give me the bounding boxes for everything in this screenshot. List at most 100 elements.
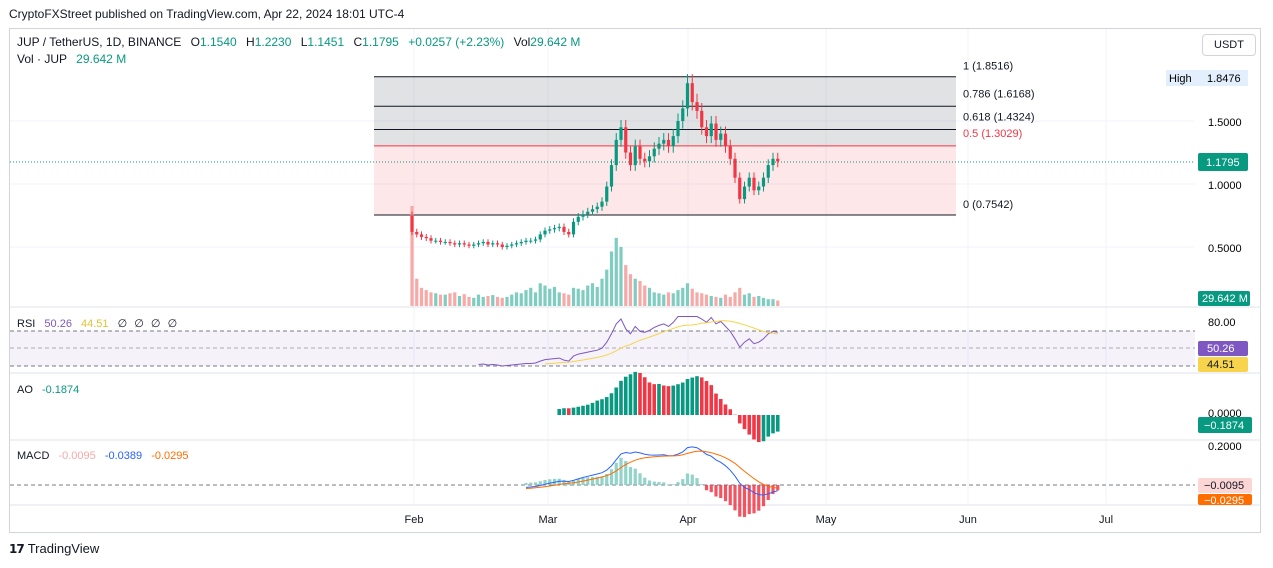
ao-bar <box>709 385 714 415</box>
ao-bar <box>775 415 780 432</box>
macd-hist-bar <box>538 481 542 485</box>
macd-hist-bar <box>633 468 637 485</box>
candle-body <box>567 231 571 235</box>
candle-body <box>590 209 595 212</box>
volume-bar <box>714 296 718 306</box>
candle-body <box>495 243 500 245</box>
candle-body <box>719 133 723 140</box>
candle-body <box>571 221 576 235</box>
volume-bar <box>562 293 566 306</box>
ao-bar <box>690 377 695 415</box>
candle-body <box>448 241 452 244</box>
ao-bar <box>671 385 676 415</box>
macd-hist-bar <box>766 485 770 500</box>
footer-brand[interactable]: 𝟭𝟳 TradingView <box>9 541 99 556</box>
volume-bar <box>747 293 751 306</box>
candle-body <box>415 231 419 235</box>
ao-badge <box>1198 417 1252 433</box>
volume-bar <box>628 274 633 306</box>
fib-level-label: 0.618 (1.4324) <box>963 112 1035 124</box>
x-axis: Feb Mar Apr May Jun Jul <box>405 514 1114 526</box>
candle-body <box>443 241 447 243</box>
publisher-caption: CryptoFXStreet published on TradingView.… <box>9 7 405 21</box>
candle-body <box>481 241 485 244</box>
volume-bar <box>415 278 419 306</box>
ao-histogram <box>557 371 780 443</box>
ao-bar <box>562 408 566 415</box>
macd-hist-bar <box>671 484 675 485</box>
volume-bar <box>500 297 504 306</box>
candle-body <box>619 127 623 140</box>
candle-body <box>552 228 557 230</box>
volume-bar <box>486 296 490 306</box>
candle-body <box>434 240 438 242</box>
svg-text:JUP / TetherUS, 1D, BINANCE: JUP / TetherUS, 1D, BINANCE O1.1540 H1.2… <box>17 35 580 49</box>
volume-bar <box>529 287 533 306</box>
candle-body <box>742 186 747 200</box>
volume-bar <box>462 294 466 306</box>
volume-bar <box>733 292 737 306</box>
svg-text:RSI 50.26 44.51 ∅: RSI 50.26 44.51 ∅ ∅ ∅ ∅ <box>17 318 177 330</box>
macd-hist-badge-value: −0.0095 <box>1204 480 1244 492</box>
candle-body <box>429 238 433 241</box>
ao-bar <box>723 404 728 415</box>
volume-bars <box>410 206 780 306</box>
candle-body <box>438 240 443 242</box>
candle-body <box>514 243 519 245</box>
volume-bar <box>481 296 485 306</box>
candle-body <box>410 215 414 232</box>
ao-bar <box>695 376 699 415</box>
fib-level-label: 0 (0.7542) <box>963 199 1013 211</box>
volume-bar <box>443 294 447 306</box>
ao-bar <box>761 415 766 442</box>
volume-bar <box>633 278 637 306</box>
chart-frame <box>9 28 1261 533</box>
macd-hist-bar <box>690 474 694 485</box>
macd-hist-bar <box>524 482 528 485</box>
candle-body <box>733 158 737 178</box>
volume-bar <box>424 290 428 306</box>
volume-bar <box>438 294 443 306</box>
candle-body <box>500 244 504 247</box>
ao-bar <box>628 374 633 415</box>
macd-hist-bar <box>714 485 718 497</box>
volume-bar <box>586 285 590 306</box>
rsi-ma-badge-value: 44.51 <box>1207 359 1235 371</box>
last-price-value: 1.1795 <box>1206 157 1240 169</box>
macd-hist-bar <box>548 479 552 485</box>
volume-bar <box>453 292 457 306</box>
ao-bar <box>766 415 771 437</box>
ao-bar <box>557 409 562 415</box>
candle-body <box>624 127 628 153</box>
ao-bar <box>652 384 657 415</box>
macd-hist-bar <box>695 478 699 485</box>
volume-bar <box>567 294 571 306</box>
currency-button[interactable]: USDT <box>1202 34 1256 56</box>
candle-body <box>685 83 690 109</box>
volume-bar <box>766 299 770 306</box>
ao-bar <box>609 393 614 415</box>
volume-bar <box>742 294 747 306</box>
macd-hist-bar <box>643 477 647 485</box>
macd-hist-bar <box>662 482 666 485</box>
volume-bar <box>690 288 694 306</box>
macd-hist-bar <box>733 485 737 511</box>
candle-body <box>562 226 566 232</box>
volume-bar <box>700 293 704 306</box>
candle-body <box>681 108 685 121</box>
macd-hist-bar <box>647 480 652 485</box>
candle-body <box>652 148 656 157</box>
x-tick-label: Jun <box>959 514 977 526</box>
ao-bar <box>728 409 733 415</box>
macd-hist-bar <box>728 485 732 506</box>
macd-hist-bar <box>657 482 661 485</box>
candle-body <box>709 123 713 137</box>
ao-bar <box>614 387 619 415</box>
macd-hist-bar <box>533 482 538 485</box>
macd-hist-bar <box>700 484 704 485</box>
ao-bar <box>661 385 666 415</box>
rsi-label: RSI <box>17 318 35 330</box>
candle-body <box>581 214 585 217</box>
candle-body <box>662 139 666 144</box>
